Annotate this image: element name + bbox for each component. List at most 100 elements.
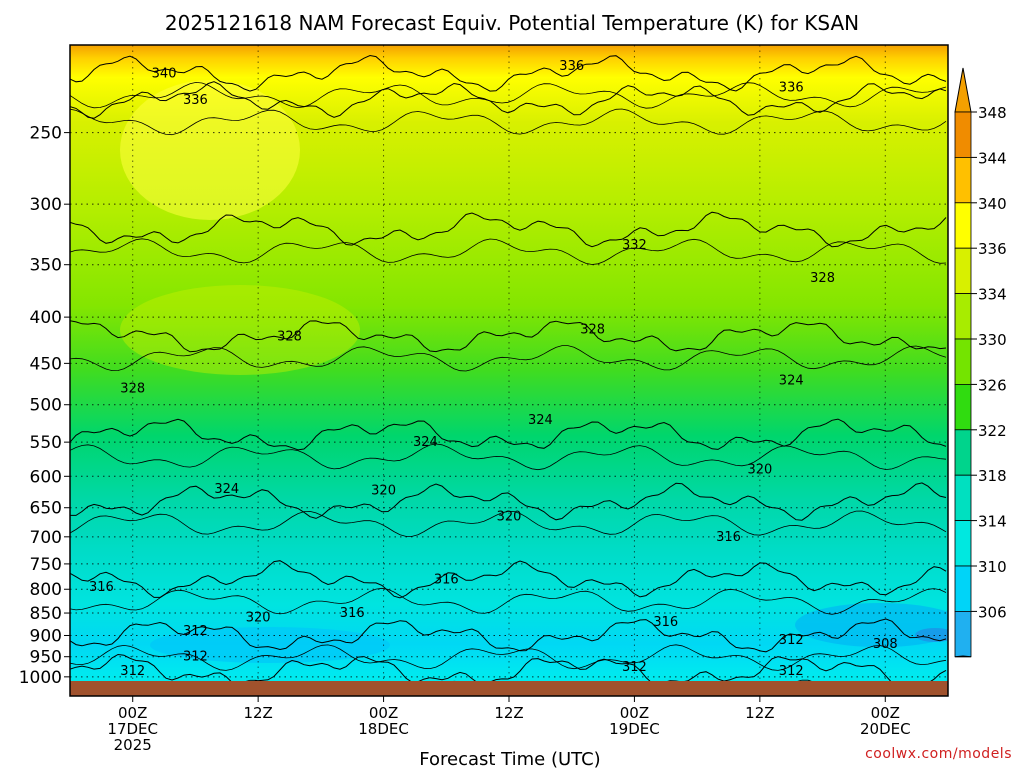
contour-label: 316 [340, 606, 365, 621]
colorbar-top-arrow [954, 67, 972, 113]
contour-line-328 [70, 320, 947, 353]
contour-line-336 [70, 81, 947, 119]
contour-label: 312 [120, 664, 145, 679]
x-tick-label: 00Z [369, 704, 398, 722]
x-tick-label: 17DEC [107, 720, 158, 738]
contour-line-318 [70, 510, 947, 537]
contour-label: 324 [528, 413, 553, 428]
contour-line-308 [70, 618, 947, 653]
contour-line-314 [70, 587, 947, 615]
x-tick-label: 12Z [243, 704, 272, 722]
contour-label: 320 [246, 611, 271, 626]
contour-line-306 [70, 644, 947, 671]
y-tick-label: 950 [30, 648, 62, 668]
contour-label: 336 [183, 93, 208, 108]
credit-text: coolwx.com/models [865, 746, 1012, 762]
contour-label: 328 [120, 382, 145, 397]
contour-label: 312 [779, 633, 804, 648]
colorbar: 348 344 340 336 334 330 326 322 318 314 310 306 [954, 67, 1007, 658]
colorbar-label: 326 [978, 376, 1007, 394]
y-tick-label: 650 [30, 499, 62, 519]
contour-line-320 [70, 482, 947, 521]
x-axis-label: Forecast Time (UTC) [419, 749, 600, 768]
colorbar-label: 310 [978, 558, 1007, 576]
contour-label: 312 [183, 650, 208, 665]
contour-label: 340 [152, 66, 177, 81]
y-tick-label: 850 [30, 604, 62, 624]
contour-line-322 [70, 443, 947, 471]
contour-label: 316 [653, 615, 678, 630]
contour-labels: 340 336 336 336 332 328 328 328 328 324 324 324 324 3… [89, 59, 898, 679]
colorbar-swatch [954, 611, 972, 658]
colorbar-label: 340 [978, 195, 1007, 213]
warm-pocket [120, 80, 300, 220]
contour-label: 320 [747, 463, 772, 478]
cold-pocket [915, 628, 948, 642]
contour-line-324 [70, 418, 947, 451]
contour-line-340 [70, 54, 947, 92]
contour-label: 308 [873, 637, 898, 652]
y-tick-label: 400 [30, 308, 62, 328]
cold-pocket [150, 627, 390, 663]
x-tick-label: 00Z [620, 704, 649, 722]
contour-label: 324 [214, 482, 239, 497]
colorbar-swatch [954, 202, 972, 249]
contour-line-326 [70, 345, 947, 372]
contour-label: 336 [559, 59, 584, 74]
colorbar-swatch [954, 474, 972, 522]
contour-label: 332 [622, 238, 647, 253]
colorbar-label: 318 [978, 467, 1007, 485]
y-tick-label: 800 [30, 580, 62, 600]
contour-line-330 [70, 238, 947, 265]
contour-label: 324 [779, 373, 804, 388]
x-tick-label: 18DEC [358, 720, 409, 738]
x-tick-label: 12Z [745, 704, 774, 722]
colorbar-label: 306 [978, 603, 1007, 621]
colorbar-label: 330 [978, 331, 1007, 349]
contour-label: 316 [434, 572, 459, 587]
x-tick-label: 00Z [118, 704, 147, 722]
contour-label: 328 [277, 329, 302, 344]
contour-label: 312 [622, 660, 647, 675]
chart-title: 2025121618 NAM Forecast Equiv. Potential… [165, 11, 859, 35]
y-tick-label: 450 [30, 354, 62, 374]
colorbar-label: 322 [978, 422, 1007, 440]
colorbar-swatch [954, 565, 972, 612]
contour-label: 320 [497, 510, 522, 525]
plot-area: 340 336 336 336 332 328 328 328 328 324 324 324 324 3… [70, 45, 948, 696]
colorbar-label: 314 [978, 513, 1007, 531]
contour-label: 312 [183, 624, 208, 639]
y-tick-label: 700 [30, 528, 62, 548]
warm-pocket [120, 285, 360, 375]
y-tick-label: 500 [30, 396, 62, 416]
contour-line-332 [70, 211, 947, 248]
y-tick-label: 350 [30, 256, 62, 276]
contour-label: 328 [580, 323, 605, 338]
y-tick-label: 900 [30, 626, 62, 646]
colorbar-swatch [954, 338, 972, 385]
colorbar-swatch [954, 520, 972, 567]
contour-label: 316 [716, 530, 741, 545]
contour-line-312 [70, 653, 947, 687]
contour-line-338 [70, 81, 947, 109]
colorbar-swatch [954, 383, 972, 431]
colorbar-swatch [954, 111, 972, 158]
x-tick-label: 00Z [871, 704, 900, 722]
colorbar-label: 344 [978, 149, 1007, 167]
y-tick-label: 750 [30, 555, 62, 575]
gridlines [70, 45, 948, 696]
colorbar-label: 348 [978, 104, 1007, 122]
contour-line-316 [70, 560, 947, 599]
surface-ground [70, 681, 948, 696]
contour-lines [70, 54, 947, 696]
contour-label: 336 [779, 81, 804, 96]
x-tick-label: 2025 [114, 736, 152, 754]
colorbar-swatch [954, 247, 972, 294]
colorbar-bottom-arrow [954, 655, 972, 658]
colorbar-swatch [954, 429, 972, 476]
contour-label: 320 [371, 483, 396, 498]
contour-line-310 [70, 679, 947, 696]
y-tick-label: 550 [30, 433, 62, 453]
y-tick-label: 250 [30, 124, 62, 144]
